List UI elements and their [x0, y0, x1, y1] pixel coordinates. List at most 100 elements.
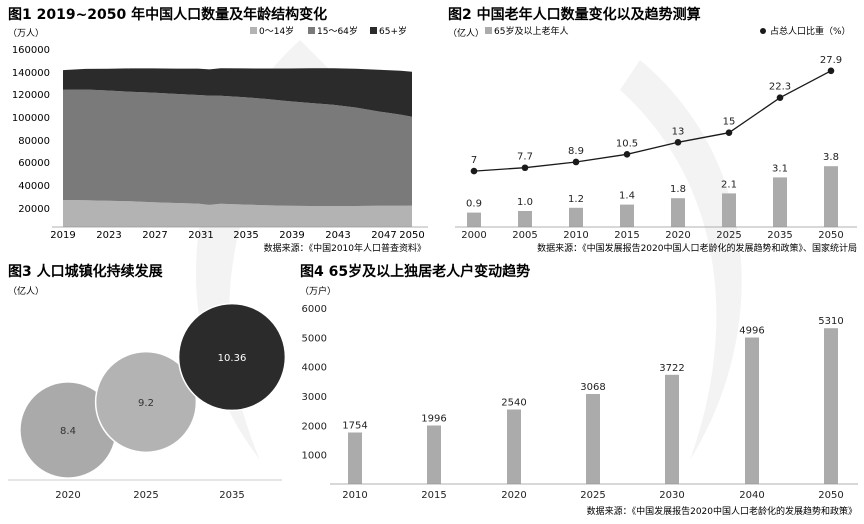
chart4-bars: 1754 1996 2540 3068 3722 4996 5310: [342, 316, 844, 484]
chart3-bubbles: 8.4 9.2 10.36: [19, 302, 287, 479]
chart4-xtick: 2015: [421, 490, 446, 501]
chart4-bar: [745, 337, 759, 484]
chart2-line-point: [470, 167, 478, 175]
chart1-ytick: 80000: [18, 136, 50, 147]
watermark-swoosh-right: [620, 60, 742, 460]
chart4-bar: [665, 374, 679, 484]
chart3-title: 图3 人口城镇化持续发展: [8, 263, 163, 280]
chart3-unit: （亿人）: [8, 285, 44, 297]
chart4-bar-label: 3722: [659, 363, 684, 374]
chart2-bar-label: 1.0: [517, 197, 533, 208]
chart4-bar-label: 2540: [501, 398, 526, 409]
chart2-xtick: 2005: [512, 230, 537, 241]
chart1-xtick: 2031: [188, 230, 213, 241]
chart2-bar-label: 1.4: [619, 191, 635, 202]
chart1-xtick: 2023: [96, 230, 121, 241]
chart2-line-path: [473, 70, 832, 172]
chart2-line-point: [725, 129, 733, 136]
chart1-xtick: 2027: [142, 230, 167, 241]
chart4-xtick: 2050: [818, 490, 843, 501]
chart2-source: 数据来源：《中国发展报告2020中国人口老龄化的发展趋势和政策》、国家统计局: [537, 242, 857, 254]
chart1-population-area: 图1 2019~2050 年中国人口数量及年龄结构变化 （万人） 0～14岁 1…: [8, 6, 428, 254]
chart3-bubble: [177, 302, 287, 412]
chart1-title: 图1 2019~2050 年中国人口数量及年龄结构变化: [8, 6, 327, 23]
chart3-x-axis: 2020 2025 2035: [55, 490, 244, 501]
chart4-x-axis: 2010 2015 2020 2025 2030 2040 2050: [342, 490, 843, 501]
chart2-bar-label: 1.2: [568, 194, 584, 205]
chart1-ytick: 100000: [12, 113, 50, 124]
chart1-legend-working: 15～64岁: [317, 25, 358, 37]
chart1-legend: 0～14岁 15～64岁 65+岁: [250, 25, 407, 37]
chart2-title: 图2 中国老年人口数量变化以及趋势测算: [448, 6, 701, 23]
chart3-urbanization-bubbles: 图3 人口城镇化持续发展 （亿人） 8.49.210.36 2020 2025 20…: [8, 263, 287, 501]
chart2-xtick: 2025: [716, 230, 741, 241]
chart4-ytick: 4000: [302, 363, 327, 374]
chart2-bar: [773, 177, 787, 227]
chart1-area-series-2: [63, 68, 412, 117]
chart2-line-point: [674, 139, 682, 146]
chart4-xtick: 2025: [580, 490, 605, 501]
chart4-bar: [427, 425, 441, 484]
chart2-line-point: [827, 67, 835, 75]
chart2-legend-bar-swatch: [485, 27, 492, 34]
chart3-xtick: 2025: [133, 490, 158, 501]
chart4-ytick: 2000: [302, 421, 327, 432]
chart2-elderly-population: 图2 中国老年人口数量变化以及趋势测算 （亿人） 65岁及以上老年人 占总人口比…: [448, 6, 857, 254]
chart1-xtick: 2050: [399, 230, 424, 241]
chart1-source: 数据来源：《中国2010年人口普查资料》: [264, 242, 426, 254]
chart2-bar: [518, 211, 532, 227]
chart2-bar: [722, 193, 736, 227]
chart2-line-label: 22.3: [769, 82, 791, 93]
chart2-legend-line-marker: [760, 28, 766, 34]
chart4-xtick: 2020: [501, 490, 526, 501]
chart1-ytick: 60000: [18, 158, 50, 169]
chart2-line-label: 15: [723, 117, 736, 128]
chart3-xtick: 2020: [55, 490, 80, 501]
chart1-unit: （万人）: [8, 28, 44, 39]
chart4-bar-label: 1754: [342, 421, 367, 432]
chart1-xtick: 2047: [371, 230, 396, 241]
chart3-bubble-label: 10.36: [218, 353, 247, 364]
chart2-xtick: 2050: [818, 230, 843, 241]
chart4-bar-label: 1996: [421, 414, 446, 425]
chart1-legend-swatch-working: [308, 27, 315, 34]
chart3-xtick: 2035: [219, 490, 244, 501]
chart2-line-label: 13: [672, 126, 685, 137]
chart2-line-label: 7: [471, 155, 477, 166]
chart4-title: 图4 65岁及以上独居老人户变动趋势: [300, 263, 530, 280]
chart1-y-axis: 160000 140000 120000 100000 80000 60000 …: [12, 45, 50, 215]
chart2-line-point: [776, 94, 784, 101]
chart2-unit: （亿人）: [448, 27, 484, 39]
chart2-bar-label: 2.1: [721, 179, 737, 190]
chart1-legend-swatch-child: [250, 27, 257, 34]
chart4-bar: [586, 394, 600, 484]
chart4-bar: [824, 328, 838, 484]
chart2-line-point: [572, 158, 580, 166]
chart2-xtick: 2015: [614, 230, 639, 241]
chart4-ytick: 6000: [302, 304, 327, 315]
chart2-legend-line: 占总人口比重（%）: [770, 25, 851, 37]
chart1-ytick: 120000: [12, 90, 50, 101]
chart4-solitary-elderly: 图4 65岁及以上独居老人户变动趋势 （万户） 6000 5000 4000 3000…: [300, 263, 858, 517]
chart2-line-label: 7.7: [517, 152, 533, 163]
chart4-xtick: 2030: [659, 490, 684, 501]
chart1-xtick: 2019: [50, 230, 75, 241]
chart3-bubble-label: 8.4: [60, 426, 76, 437]
chart1-xtick: 2035: [233, 230, 258, 241]
chart4-xtick: 2010: [342, 490, 367, 501]
chart2-xtick: 2010: [563, 230, 588, 241]
chart1-ytick: 160000: [12, 45, 50, 56]
chart4-bar: [348, 432, 362, 484]
chart1-xtick: 2039: [279, 230, 304, 241]
chart2-bar: [467, 212, 481, 227]
chart2-bar: [824, 166, 838, 227]
chart2-bar: [671, 198, 685, 227]
chart2-bar-label: 3.1: [772, 163, 788, 174]
chart1-xtick: 2043: [325, 230, 350, 241]
chart2-xtick: 2035: [767, 230, 792, 241]
chart1-legend-child: 0～14岁: [259, 25, 294, 37]
chart1-x-axis: 2019 2023 2027 2031 2035 2039 2043 2047 …: [50, 230, 424, 241]
chart4-bar-label: 5310: [818, 316, 843, 327]
chart2-xtick: 2020: [665, 230, 690, 241]
